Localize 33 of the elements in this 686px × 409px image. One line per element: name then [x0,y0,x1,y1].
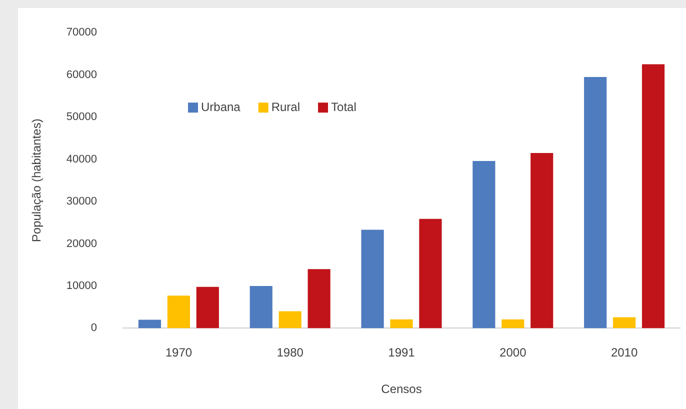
bar [530,152,554,328]
bar [361,230,384,328]
x-axis-title: Censos [381,382,422,396]
y-tick-label: 30000 [66,196,97,208]
x-tick-label: 1980 [276,346,304,360]
legend-label: Total [331,100,356,114]
y-tick-label: 60000 [66,68,97,81]
bar [196,286,219,328]
y-tick-label: 20000 [66,238,97,250]
bar [250,286,272,328]
bar [308,269,330,328]
bar [642,64,665,328]
bar [390,319,413,328]
x-tick-label: 1991 [388,346,416,360]
x-tick-label: 2000 [500,346,527,360]
bar [472,160,496,328]
y-tick-label: 10000 [66,280,97,292]
bar [502,319,524,328]
legend-label: Rural [271,100,300,114]
bar [613,317,636,328]
y-tick-label: 40000 [66,153,97,166]
x-tick-label: 2010 [610,346,638,360]
x-tick-label: 1970 [165,346,192,360]
bar [167,296,190,328]
y-tick-label: 70000 [66,26,97,39]
y-tick-label: 0 [90,322,97,334]
bar [584,76,607,328]
bar [138,320,162,328]
y-axis-title: População (habitantes) [30,118,44,242]
y-tick-label: 50000 [66,111,97,124]
bar [419,218,442,328]
bar [278,311,302,328]
legend-label: Urbana [200,100,241,114]
